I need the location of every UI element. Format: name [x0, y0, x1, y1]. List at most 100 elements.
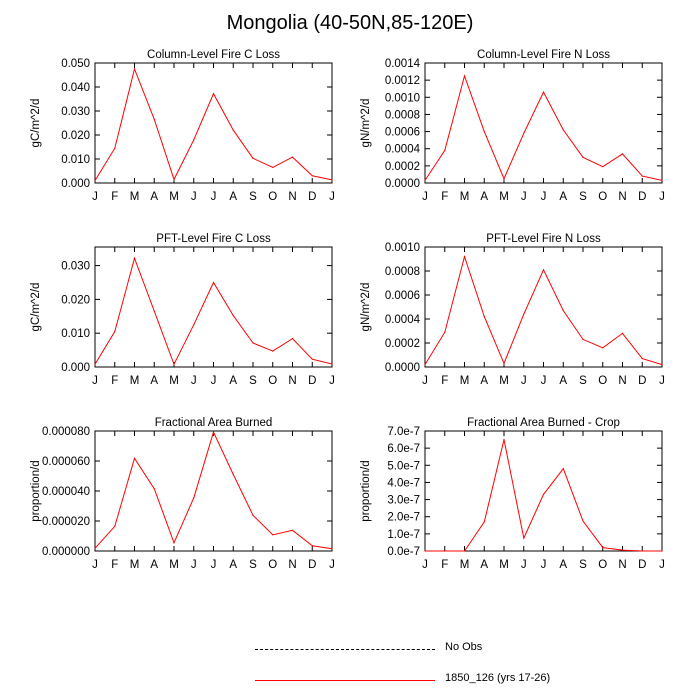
- x-tick-label: O: [598, 559, 607, 571]
- y-tick-label: 0.0004: [385, 314, 421, 326]
- x-tick-label: J: [211, 191, 217, 203]
- x-tick-label: M: [460, 559, 470, 571]
- data-point: [232, 129, 234, 131]
- data-point: [153, 118, 155, 120]
- y-tick-label: 0.000020: [42, 516, 90, 528]
- data-point: [114, 330, 116, 333]
- x-tick-label: J: [422, 375, 428, 387]
- data-point: [153, 310, 155, 312]
- data-point: [133, 68, 136, 70]
- data-point: [444, 149, 446, 152]
- data-point: [212, 431, 215, 433]
- x-tick-label: O: [598, 191, 607, 203]
- x-tick-label: J: [422, 191, 428, 203]
- x-tick-label: J: [521, 375, 527, 387]
- data-point: [503, 178, 505, 180]
- data-point: [483, 521, 485, 523]
- x-tick-label: D: [308, 191, 316, 203]
- x-tick-label: N: [618, 559, 626, 571]
- legend-dashed-line: [255, 649, 435, 650]
- x-tick-label: J: [659, 191, 665, 203]
- x-tick-label: A: [229, 191, 237, 203]
- y-tick-label: 0.0012: [385, 75, 420, 87]
- data-point: [94, 547, 96, 549]
- page-title: Mongolia (40-50N,85-120E): [226, 12, 474, 34]
- plot-frame: [94, 246, 333, 368]
- data-point: [252, 342, 254, 344]
- x-tick-label: J: [191, 375, 197, 387]
- x-tick-label: F: [441, 375, 448, 387]
- chart-panel-5: Fractional Area Burned 0.000000 0.000020 0.…: [30, 417, 335, 571]
- chart-panel-2: Column-Level Fire N Loss 0.0000 0.0002 0.00…: [360, 49, 665, 203]
- y-axis-label: proportion/d: [360, 460, 372, 521]
- x-tick-label: A: [559, 375, 567, 387]
- data-point: [621, 549, 624, 551]
- data-point: [173, 542, 175, 544]
- x-tick-label: J: [211, 375, 217, 387]
- y-tick-label: 0.010: [61, 154, 90, 166]
- data-point: [582, 520, 584, 522]
- x-tick-label: O: [268, 559, 277, 571]
- data-point: [252, 157, 254, 159]
- series-line-1: [425, 439, 662, 552]
- data-point: [602, 347, 604, 349]
- x-tick-label: D: [638, 375, 646, 387]
- plot-frame: [424, 62, 663, 184]
- x-tick-label: O: [268, 375, 277, 387]
- x-tick-label: N: [288, 559, 296, 571]
- data-point: [661, 179, 663, 182]
- y-tick-label: 0.0006: [385, 127, 420, 139]
- data-point: [621, 332, 624, 334]
- x-tick-label: M: [130, 559, 140, 571]
- data-point: [562, 468, 564, 470]
- y-tick-label: 2.0e-7: [387, 512, 420, 524]
- data-point: [252, 514, 254, 516]
- panel-title: Column-Level Fire C Loss: [147, 49, 280, 61]
- y-axis-label: gN/m^2/d: [360, 283, 372, 332]
- data-point: [503, 362, 505, 364]
- x-tick-label: O: [598, 375, 607, 387]
- data-point: [311, 175, 313, 177]
- panel-title: Fractional Area Burned: [155, 417, 273, 429]
- x-tick-label: N: [618, 191, 626, 203]
- data-point: [272, 350, 274, 352]
- x-tick-label: S: [579, 191, 587, 203]
- y-tick-label: 0.000080: [42, 426, 90, 438]
- data-point: [311, 545, 313, 547]
- data-point: [602, 166, 604, 168]
- x-tick-label: J: [329, 375, 335, 387]
- x-tick-label: N: [288, 375, 296, 387]
- data-point: [173, 178, 175, 180]
- series-line-1: [424, 254, 663, 366]
- y-tick-label: 0.0010: [385, 242, 420, 254]
- legend-solid-line: [255, 680, 435, 681]
- data-point: [641, 175, 643, 177]
- x-tick-label: J: [659, 559, 665, 571]
- plot-frame: [424, 246, 663, 368]
- x-tick-label: J: [92, 191, 98, 203]
- y-tick-label: 0.020: [61, 294, 90, 306]
- data-point: [523, 313, 525, 315]
- data-point: [153, 488, 155, 490]
- data-point: [463, 256, 466, 258]
- x-tick-label: A: [229, 559, 237, 571]
- x-tick-label: S: [249, 375, 257, 387]
- data-point: [582, 338, 584, 340]
- data-point: [94, 180, 96, 182]
- y-tick-label: 0.0e-7: [387, 546, 420, 558]
- x-tick-label: O: [268, 191, 277, 203]
- y-tick-label: 0.000060: [42, 456, 90, 468]
- y-tick-label: 1.0e-7: [387, 529, 420, 541]
- legend-item-no-obs: No Obs: [255, 641, 675, 657]
- y-tick-label: 0.030: [61, 261, 90, 273]
- x-tick-label: D: [308, 375, 316, 387]
- y-axis-label: gC/m^2/d: [30, 283, 42, 332]
- x-tick-label: M: [169, 375, 179, 387]
- data-point: [94, 363, 96, 365]
- x-tick-label: D: [638, 191, 646, 203]
- data-point: [424, 550, 426, 552]
- x-tick-label: M: [130, 375, 140, 387]
- panel-title: Fractional Area Burned - Crop: [467, 417, 620, 429]
- y-tick-label: 0.0008: [385, 109, 420, 121]
- x-tick-label: J: [92, 375, 98, 387]
